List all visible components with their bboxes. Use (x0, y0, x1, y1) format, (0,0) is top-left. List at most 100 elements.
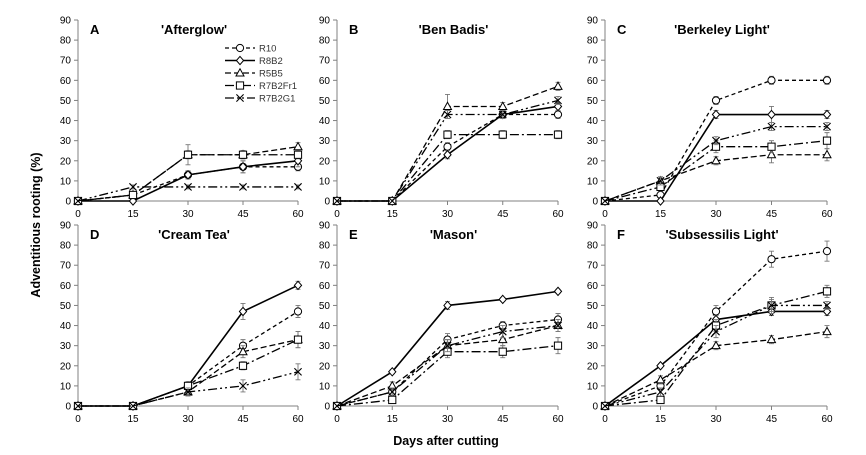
data-point (822, 326, 832, 336)
chart-panel-f: 0 10 20 30 40 50 60 70 80 90 0 15 30 45 60 F 'Subsessili… (587, 221, 833, 426)
data-point (333, 402, 341, 410)
series-r7b2g1 (333, 95, 562, 205)
y-tick-label: 30 (319, 136, 331, 147)
y-tick-label: 40 (587, 116, 599, 127)
x-tick-label: 0 (602, 209, 608, 220)
y-tick-label: 90 (60, 221, 72, 232)
y-tick-label: 90 (587, 221, 599, 232)
y-tick-label: 70 (60, 56, 72, 67)
data-point (184, 387, 192, 396)
data-point (822, 149, 832, 159)
y-tick-label: 40 (60, 321, 72, 332)
y-tick-label: 10 (60, 381, 72, 392)
data-point (767, 109, 776, 120)
y-tick-label: 60 (587, 281, 599, 292)
data-point (767, 301, 776, 310)
y-tick-label: 10 (587, 381, 599, 392)
data-point (711, 307, 721, 316)
data-point (823, 122, 831, 131)
series-line (336, 345, 559, 407)
panel-title: 'Afterglow' (161, 22, 227, 37)
legend-label: R7B2Fr1 (259, 81, 297, 92)
y-tick-label: 60 (587, 76, 599, 87)
y-tick-label: 20 (587, 156, 599, 167)
x-tick-label: 30 (710, 209, 722, 220)
x-tick-label: 15 (387, 414, 399, 425)
y-tick-label: 60 (319, 281, 331, 292)
data-point (553, 130, 563, 139)
chart-panel-e: 0 10 20 30 40 50 60 70 80 90 0 15 30 45 60 E 'Mason' (319, 221, 564, 426)
series-r5b5 (600, 146, 832, 205)
x-tick-label: 45 (497, 209, 509, 220)
series-r7b2g1 (601, 122, 831, 205)
data-point (711, 109, 721, 120)
data-point (766, 149, 777, 159)
data-point (822, 76, 832, 85)
y-tick-label: 50 (587, 301, 599, 312)
data-point (128, 190, 138, 200)
series-r7b2fr1 (73, 144, 303, 206)
x-tick-label: 15 (655, 209, 667, 220)
y-tick-label: 10 (60, 176, 72, 187)
data-point (238, 161, 248, 172)
data-point (74, 402, 82, 410)
data-point (443, 130, 452, 139)
legend-label: R10 (259, 44, 276, 55)
y-tick-label: 10 (319, 176, 331, 187)
y-tick-label: 50 (587, 96, 599, 107)
data-point (655, 374, 666, 384)
x-tick-label: 0 (334, 209, 340, 220)
y-tick-label: 0 (65, 402, 71, 413)
y-tick-label: 0 (65, 197, 71, 208)
data-point (497, 334, 508, 344)
data-point (711, 340, 721, 350)
data-point (711, 155, 721, 165)
series-r5b5 (73, 331, 303, 410)
series-r7b2g1 (74, 363, 302, 410)
data-point (498, 347, 507, 356)
y-tick-label: 10 (587, 176, 599, 187)
data-point (554, 321, 562, 330)
y-tick-label: 70 (587, 56, 599, 67)
x-tick-label: 15 (127, 209, 139, 220)
legend-marker (235, 43, 245, 53)
y-tick-label: 70 (60, 261, 72, 272)
data-point (238, 346, 248, 356)
data-point (443, 300, 452, 311)
y-tick-label: 0 (592, 402, 598, 413)
panel-letter: F (617, 227, 625, 242)
data-point (601, 197, 609, 205)
data-point (387, 366, 397, 377)
data-point (333, 197, 341, 205)
x-tick-label: 0 (602, 414, 608, 425)
y-tick-label: 30 (60, 341, 72, 352)
y-tick-label: 40 (319, 321, 331, 332)
series-r7b2fr1 (73, 331, 303, 411)
y-tick-label: 30 (587, 341, 599, 352)
data-point (183, 169, 193, 180)
y-tick-label: 70 (587, 261, 599, 272)
series-r7b2g1 (74, 182, 302, 205)
legend-label: R7B2G1 (259, 94, 295, 105)
data-point (553, 286, 563, 297)
y-tick-label: 30 (60, 136, 72, 147)
series-r5b5 (332, 319, 563, 410)
panel-title: 'Berkeley Light' (674, 22, 770, 37)
x-tick-label: 15 (655, 414, 667, 425)
panel-title: 'Cream Tea' (158, 227, 230, 242)
data-point (388, 197, 397, 205)
data-point (712, 327, 720, 336)
data-point (443, 110, 452, 119)
data-point (442, 101, 453, 110)
data-point (238, 361, 248, 370)
y-tick-label: 90 (319, 221, 331, 232)
data-point (183, 150, 193, 159)
data-point (822, 136, 832, 145)
y-tick-label: 20 (319, 156, 331, 167)
data-point (239, 182, 247, 191)
y-tick-label: 90 (319, 16, 331, 27)
y-tick-label: 50 (319, 301, 331, 312)
data-point (443, 142, 452, 151)
panel-letter: B (349, 22, 358, 37)
